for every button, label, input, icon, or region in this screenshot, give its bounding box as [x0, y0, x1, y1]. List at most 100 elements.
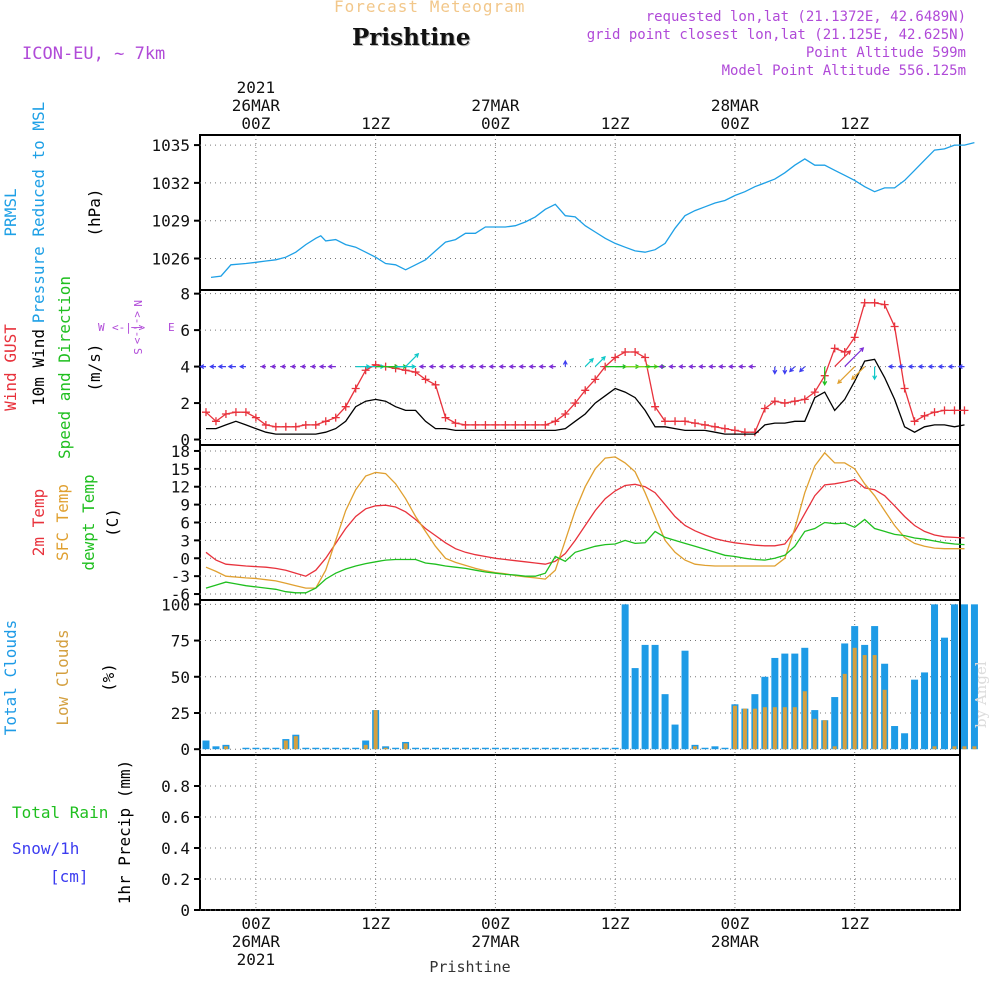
wind-direction-arrow	[872, 366, 878, 381]
wind-direction-arrow	[822, 366, 828, 387]
bottom-time-label: 27MAR	[471, 932, 520, 951]
y-tick-label: 4	[180, 358, 190, 377]
wind-direction-arrow	[448, 364, 456, 370]
total-cloud-bar	[461, 747, 469, 750]
top-time-label: 26MAR	[232, 96, 281, 115]
requested-coords: requested lon,lat (21.1372E, 42.6489N)	[645, 9, 966, 25]
wind-direction-arrow	[837, 366, 856, 385]
compass-south: S	[131, 348, 144, 355]
bottom-time-label: 12Z	[840, 914, 869, 933]
wind-direction-arrow	[738, 364, 745, 370]
total-cloud-bar	[921, 672, 929, 750]
wind-direction-arrow	[548, 364, 556, 370]
gust-marker	[521, 420, 530, 429]
point-altitude: Point Altitude 599m	[805, 45, 966, 61]
panel-label: Low Clouds	[53, 629, 72, 725]
wind-direction-arrow	[850, 366, 866, 381]
gust-marker	[571, 399, 580, 408]
gust-marker	[691, 419, 700, 428]
bottom-time-label: 28MAR	[711, 932, 760, 951]
total-cloud-bar	[950, 604, 958, 750]
wind-direction-arrow	[270, 364, 276, 370]
total-cloud-bar	[272, 747, 280, 750]
bottom-time-label: 26MAR	[232, 932, 281, 951]
y-tick-label: 0.6	[161, 808, 190, 827]
gust-marker	[940, 406, 949, 415]
gust-marker	[950, 406, 959, 415]
y-tick-label: 0	[180, 431, 190, 450]
y-tick-label: 9	[180, 496, 190, 515]
gust-marker	[481, 420, 490, 429]
y-tick-label: 6	[180, 514, 190, 533]
gust-marker	[411, 368, 420, 377]
station-name: Prishtine	[352, 24, 471, 51]
low-cloud-bar	[742, 708, 747, 750]
wind-direction-arrow	[239, 364, 246, 370]
wind-direction-arrow	[318, 364, 326, 370]
gust-marker	[700, 420, 709, 429]
total-cloud-bar	[701, 747, 709, 750]
gust-marker	[830, 344, 839, 353]
low-cloud-bar	[822, 720, 827, 750]
gust-marker	[710, 422, 719, 431]
total-cloud-bar	[521, 747, 529, 750]
gust-marker	[301, 420, 310, 429]
top-time-label: 27MAR	[471, 96, 520, 115]
gust-marker	[351, 384, 360, 393]
wind-direction-arrow	[468, 364, 476, 370]
y-tick-label: -6	[171, 585, 190, 604]
total-cloud-bar	[901, 733, 909, 750]
y-tick-label: 25	[171, 704, 190, 723]
low-cloud-bar	[882, 689, 887, 750]
gust-marker	[221, 410, 230, 418]
total-cloud-bar	[831, 697, 839, 750]
wind-direction-arrow	[907, 364, 915, 370]
wind-direction-arrow	[708, 364, 715, 370]
wind-direction-arrow	[698, 364, 705, 370]
low-cloud-bar	[283, 740, 288, 750]
2m-temp-line	[205, 478, 965, 577]
gust-marker	[431, 380, 440, 389]
low-cloud-bar	[752, 708, 757, 750]
gust-marker	[441, 413, 450, 422]
panel-label: (m/s)	[85, 343, 104, 391]
wind-direction-arrow	[518, 364, 526, 370]
total-cloud-bar	[791, 653, 799, 750]
total-cloud-bar	[661, 694, 669, 750]
gust-marker	[331, 413, 340, 422]
wind-direction-arrow	[718, 364, 725, 370]
total-cloud-bar	[212, 746, 220, 750]
panel-label: dewpt Temp	[79, 474, 98, 570]
total-cloud-bar	[551, 747, 559, 750]
wind-direction-arrow	[772, 366, 778, 375]
total-cloud-bar	[941, 637, 949, 750]
total-cloud-bar	[451, 747, 459, 750]
model-label: ICON-EU, ~ 7km	[22, 44, 166, 64]
y-tick-label: 6	[180, 321, 190, 340]
gust-marker	[860, 298, 869, 307]
low-cloud-bar	[732, 705, 737, 750]
gust-marker	[730, 426, 739, 435]
gust-marker	[641, 353, 650, 362]
y-tick-label: 1035	[151, 136, 190, 155]
wind-direction-arrow	[310, 364, 316, 370]
panel-label: PRMSL	[1, 188, 20, 236]
gust-marker	[201, 408, 210, 417]
y-tick-label: 0	[180, 549, 190, 568]
wind-direction-arrow	[418, 364, 426, 370]
y-tick-label: -3	[171, 567, 190, 586]
gust-marker	[311, 420, 320, 429]
wind-direction-arrow	[789, 366, 796, 373]
total-cloud-bar	[342, 747, 350, 750]
compass-we-arrow: <-|->	[112, 321, 145, 334]
top-time-label: 2021	[237, 78, 276, 97]
total-cloud-bar	[491, 747, 499, 750]
wind-direction-arrow	[844, 347, 865, 368]
low-cloud-bar	[972, 746, 977, 750]
gust-marker	[541, 420, 550, 429]
low-cloud-bar	[383, 747, 388, 750]
total-cloud-bar	[621, 604, 629, 750]
gust-marker	[241, 408, 250, 417]
top-time-label: 12Z	[840, 114, 869, 133]
panel-label: Snow/1h	[12, 839, 79, 858]
